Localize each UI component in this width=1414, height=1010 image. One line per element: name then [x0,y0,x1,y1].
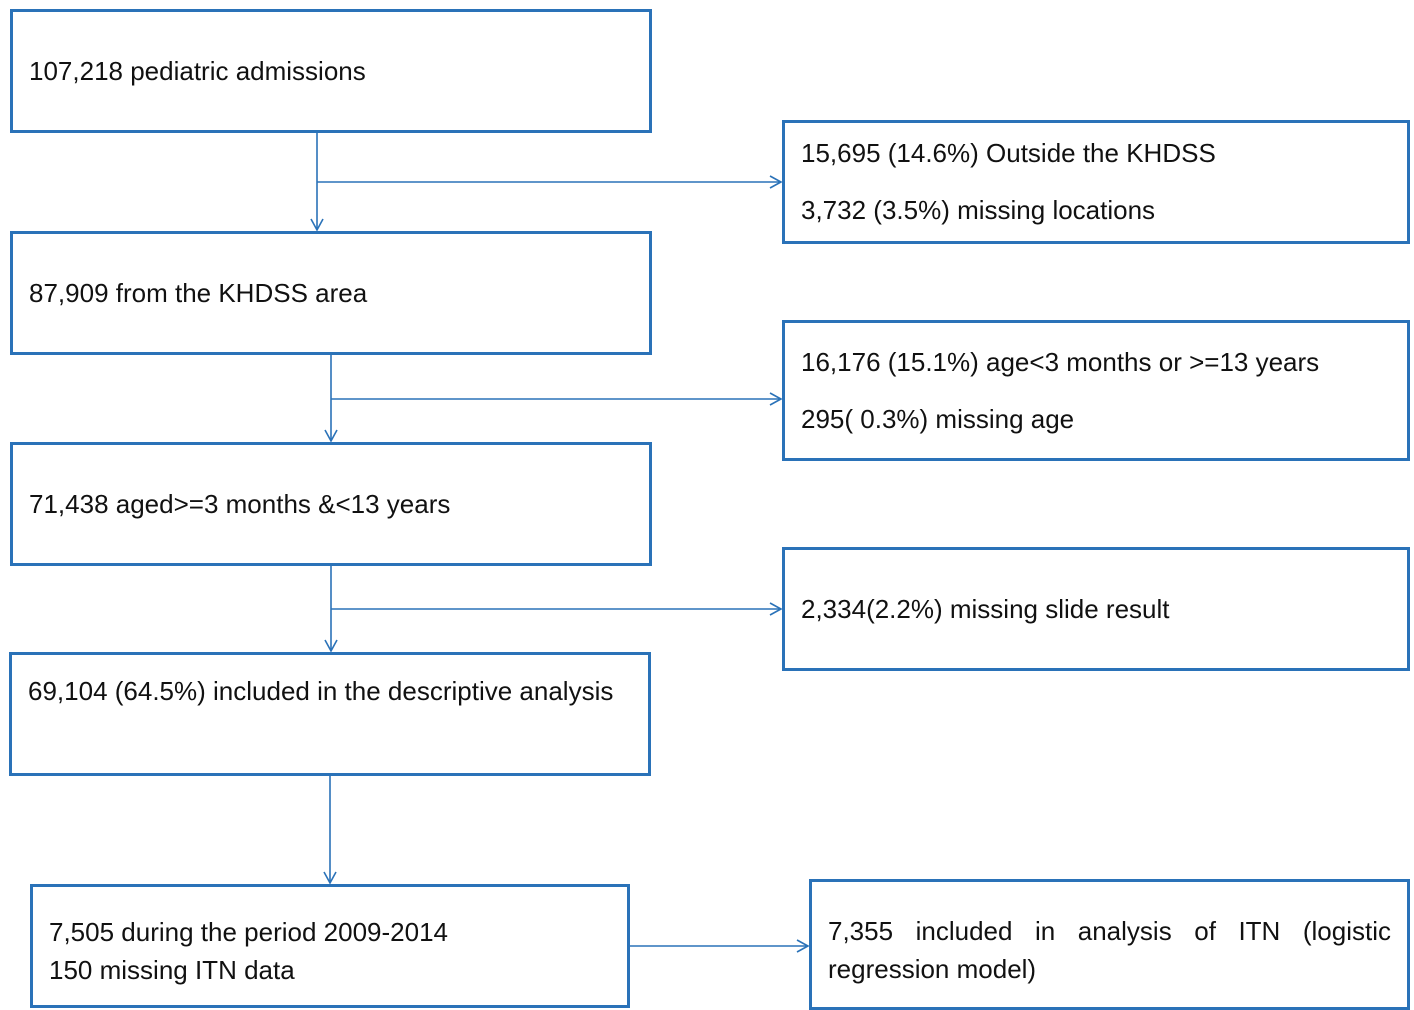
result-box: 7,355 included in analysis of ITN (logis… [809,879,1410,1010]
step-text: 107,218 pediatric admissions [29,55,366,86]
exclusion-text: 15,695 (14.6%) Outside the KHDSS [801,138,1216,168]
step-box: 69,104 (64.5%) included in the descripti… [9,652,651,776]
exclusion-box: 2,334(2.2%) missing slide result [782,547,1410,671]
exclusion-text: 3,732 (3.5%) missing locations [801,195,1156,225]
step-box: 87,909 from the KHDSS area [10,231,652,355]
step-box: 71,438 aged>=3 months &<13 years [10,442,652,566]
result-text: 7,355 included in analysis of ITN (logis… [828,916,1391,984]
exclusion-text: 295( 0.3%) missing age [801,403,1075,434]
step-text: 71,438 aged>=3 months &<13 years [29,488,451,519]
exclusion-text: 2,334(2.2%) missing slide result [801,593,1170,624]
step-text: 7,505 during the period 2009-2014 [49,917,448,947]
step-text: 87,909 from the KHDSS area [29,277,368,308]
exclusion-box: 16,176 (15.1%) age<3 months or >=13 year… [782,320,1410,461]
step-box: 7,505 during the period 2009-2014 150 mi… [30,884,630,1008]
step-text: 69,104 (64.5%) included in the descripti… [28,676,614,706]
exclusion-text: 16,176 (15.1%) age<3 months or >=13 year… [801,346,1320,377]
exclusion-box: 15,695 (14.6%) Outside the KHDSS 3,732 (… [782,120,1410,244]
step-box: 107,218 pediatric admissions [10,9,652,133]
step-text: 150 missing ITN data [49,955,295,985]
